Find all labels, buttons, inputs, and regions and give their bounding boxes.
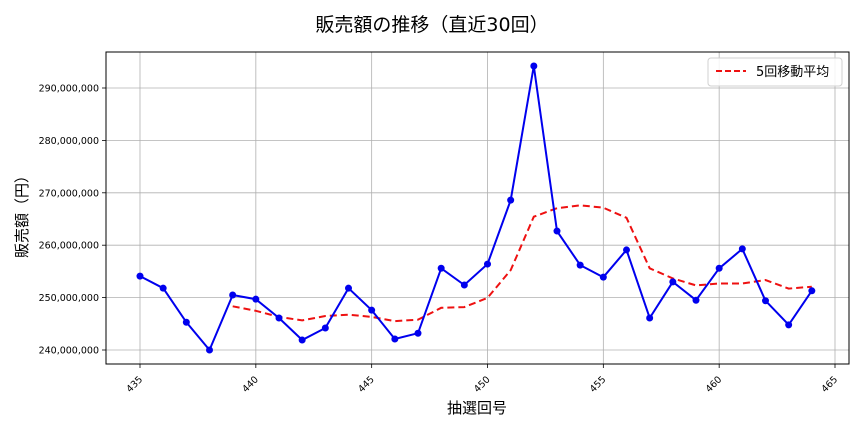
x-tick-label: 445: [356, 374, 377, 395]
data-point-marker: [136, 272, 144, 280]
data-point-marker: [762, 297, 769, 305]
legend: 5回移動平均: [707, 57, 843, 87]
data-point-marker: [715, 264, 723, 272]
x-tick-label: 450: [472, 374, 493, 395]
sales-path: [139, 65, 813, 352]
y-tick-label: 260,000,000: [39, 241, 99, 252]
data-point-marker: [414, 329, 422, 337]
data-point-marker: [437, 264, 445, 272]
data-point-marker: [391, 335, 399, 343]
data-point-marker: [808, 287, 816, 295]
data-point-marker: [298, 336, 306, 344]
data-point-marker: [785, 321, 793, 329]
data-point-marker: [646, 314, 654, 322]
data-point-marker: [669, 278, 677, 286]
x-axis-label: 抽選回号: [447, 399, 507, 417]
data-point-marker: [507, 196, 515, 204]
data-point-marker: [159, 284, 167, 292]
moving-average-line: [232, 204, 812, 323]
x-tick-label: 455: [588, 374, 609, 395]
data-point-marker: [345, 284, 352, 292]
chart-title: 販売額の推移（直近30回）: [315, 14, 549, 36]
x-tick-label: 440: [240, 374, 261, 395]
data-point-marker: [252, 295, 260, 303]
data-point-marker: [368, 306, 376, 314]
x-tick-label: 465: [820, 374, 841, 395]
x-axis-ticks: 435 440 445 450 455 460 465: [125, 364, 841, 395]
legend-label-moving-average: 5回移動平均: [756, 65, 829, 80]
legend-box: [707, 57, 843, 87]
data-point-marker: [738, 245, 746, 253]
x-tick-label: 460: [704, 374, 725, 395]
y-axis-ticks: 240,000,000 250,000,000 260,000,000 270,000…: [39, 84, 106, 357]
data-point-marker: [275, 314, 283, 322]
data-point-marker: [530, 62, 538, 70]
data-point-marker: [206, 346, 213, 354]
y-tick-label: 250,000,000: [39, 293, 99, 304]
y-tick-label: 270,000,000: [39, 188, 99, 199]
grid-lines: [106, 52, 849, 364]
sales-line: [136, 62, 816, 354]
y-tick-label: 280,000,000: [39, 136, 99, 147]
plot-area: [105, 51, 850, 365]
y-axis-label: 販売額（円）: [13, 168, 31, 258]
data-point-marker: [599, 273, 607, 281]
y-tick-label: 240,000,000: [39, 346, 99, 357]
data-point-marker: [460, 281, 468, 289]
data-point-marker: [692, 296, 700, 304]
data-point-marker: [623, 246, 630, 254]
moving-average-path: [232, 204, 812, 323]
data-point-marker: [576, 261, 584, 269]
y-tick-label: 290,000,000: [39, 84, 99, 95]
data-point-marker: [182, 318, 190, 326]
data-point-marker: [553, 227, 561, 235]
x-tick-label: 435: [125, 374, 146, 395]
data-point-marker: [321, 324, 329, 332]
data-point-marker: [229, 291, 237, 299]
data-point-marker: [484, 260, 491, 268]
